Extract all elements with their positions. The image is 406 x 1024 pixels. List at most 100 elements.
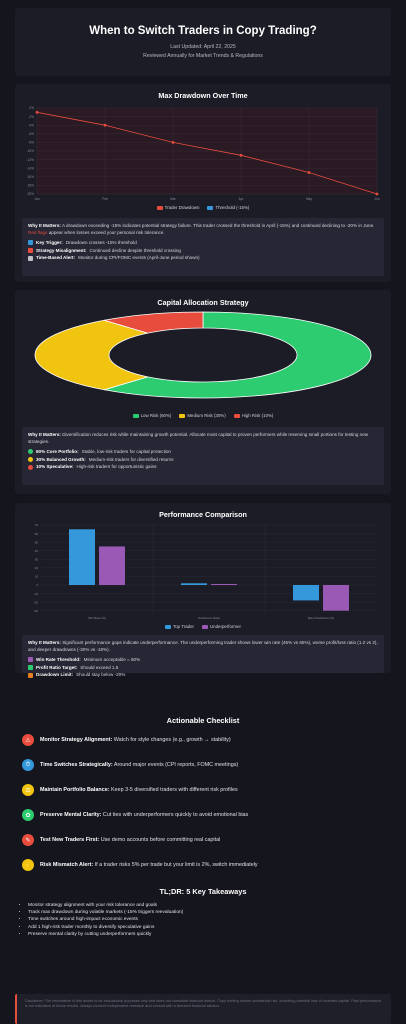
drawdown-notes: Key Trigger: Drawdown crosses -15% thresh… [28,239,378,262]
note-text: Minimum acceptable = 50% [83,657,141,663]
y-tick-label: 30 [35,557,39,561]
bar [323,585,349,611]
target-icon [28,657,33,663]
allocation-why-box: Why It Matters: Diversification reduces … [22,427,384,485]
y-tick-label: -18% [27,184,35,188]
performance-card: Performance Comparison 70 60 50 40 30 20 10 0 -1… [15,503,391,678]
tldr-list: Monitor strategy alignment with your ris… [22,902,382,938]
alert-icon: ⚡ [22,859,34,871]
brain-icon: ✿ [22,809,34,821]
tldr-item: Preserve mental clarity by cutting under… [28,931,382,938]
balance-icon: ⚖ [22,784,34,796]
warning-icon: ⚠ [22,734,34,746]
bar [181,583,207,585]
note-text: Monitor during CPI/FOMC events (April-Ju… [78,255,200,261]
y-tick-label: -20 [34,600,39,604]
checklist-item: ⏱ Time Switches Strategically: Around maj… [22,759,382,771]
tldr-item: Track max drawdown during volatile marke… [28,909,382,916]
checklist-label: Test New Traders First: [40,837,100,843]
y-tick-label: -16% [27,175,35,179]
last-updated: Last Updated: April 22, 2025 [170,44,236,50]
y-tick-label: -6% [28,132,34,136]
data-point [375,192,379,196]
bar [293,585,319,601]
y-tick-label: -14% [27,166,35,170]
note-label: Strategy Misalignment: [36,247,87,253]
data-point [239,153,243,157]
allocation-why-text: Why It Matters: Diversification reduces … [28,432,369,444]
drawdown-why-text: Why It Matters: A drawdown exceeding -15… [28,223,375,235]
y-tick-label: -12% [27,158,35,162]
note-label: Profit Ratio Target: [36,664,78,670]
x-tick-label: Max Drawdown (%) [308,616,334,620]
note-text: Medium-risk traders for diversified retu… [88,456,174,462]
note-label: 60% Core Portfolio: [36,449,79,455]
performance-legend: Top Trader Underperformer [15,624,391,629]
checklist-title: Actionable Checklist [166,716,240,725]
note-item: Profit Ratio Target: Should exceed 1.5 [28,664,378,672]
y-tick-label: -10 [34,592,39,596]
bar [211,583,237,585]
note-text: Should stay below -20% [76,672,126,678]
y-tick-label: 10 [35,575,39,579]
allocation-chart [34,311,372,399]
slice-high-risk [104,311,204,334]
note-item: Strategy Misalignment: Continued decline … [28,247,378,255]
performance-why-text: Why It Matters: Significant performance … [28,640,378,652]
checklist-text: Use demo accounts before committing real… [99,837,221,843]
drawdown-legend: Trader Drawdown Threshold (-15%) [15,205,391,210]
down-arrow-icon [28,672,33,678]
y-tick-label: 60 [35,532,39,536]
legend-trader-drawdown: Trader Drawdown [156,205,199,210]
tldr-item: Monitor strategy alignment with your ris… [28,902,382,909]
bar [69,529,95,585]
legend-underperformer: Underperformer [202,624,241,629]
y-tick-label: 0% [29,106,34,110]
note-label: Time-Based Alert: [36,255,76,261]
data-point [103,123,107,127]
note-item: Time-Based Alert: Monitor during CPI/FOMC… [28,254,378,262]
y-tick-label: -2% [28,115,34,119]
checklist-item: ✿ Preserve Mental Clarity: Cut ties with … [22,809,382,821]
y-tick-label: -30 [34,609,39,613]
tldr-item: Add 1 high-risk trader monthly to divers… [28,924,382,931]
checklist-text: Keep 3-5 diversified traders with differ… [109,787,238,793]
y-tick-label: 40 [35,549,39,553]
checklist-item: ⚖ Maintain Portfolio Balance: Keep 3-5 di… [22,784,382,796]
tldr-item: Time switches around high-impact economi… [28,916,382,923]
note-item: Drawdown Limit: Should stay below -20% [28,671,378,679]
performance-why-box: Why It Matters: Significant performance … [22,635,384,678]
performance-chart: 70 60 50 40 30 20 10 0 -10 -20 -30 Win Rate (%) Prof… [34,523,377,620]
y-tick-label: -4% [28,123,34,127]
legend-threshold: Threshold (-15%) [207,205,249,210]
note-item: Win Rate Threshold: Minimum acceptable = … [28,656,378,664]
drawdown-card: Max Drawdown Over Time 0% -2% -4% -6% -8% -10… [15,84,391,282]
checklist-label: Preserve Mental Clarity: [40,812,102,818]
y-tick-label: 20 [35,566,39,570]
legend-top-trader: Top Trader [165,624,194,629]
red-dot-icon [28,464,33,470]
checklist-text: Watch for style changes (e.g., growth → … [112,737,231,743]
checklist-item: ⚡ Risk Mismatch Alert: If a trader risks … [22,859,382,871]
y-tick-label: 70 [35,523,39,527]
data-point [171,141,175,144]
drawdown-title: Max Drawdown Over Time [158,91,248,100]
test-tube-icon: ✎ [22,834,34,846]
checklist-label: Risk Mismatch Alert: [40,862,94,868]
note-text: Drawdown crosses -15% threshold [65,240,137,246]
x-tick-label: Apr [239,197,245,201]
data-point [307,171,311,174]
x-tick-label: Profit/Loss Ratio [198,616,220,620]
x-tick-label: Feb [102,197,108,201]
note-text: Stable, low-risk traders for capital pro… [81,449,171,455]
drawdown-why-box: Why It Matters: A drawdown exceeding -15… [22,218,384,276]
clock-icon: ⏱ [22,759,34,771]
checklist-text: Around major events (CPI reports, FOMC m… [112,762,239,768]
x-tick-label: May [306,197,312,201]
clock-icon [28,255,33,261]
performance-title: Performance Comparison [159,510,247,519]
tldr-title: TL;DR: 5 Key Takeaways [159,887,247,896]
drawdown-chart: 0% -2% -4% -6% -8% -10% -12% -14% -16% -18% -20%Ja… [27,106,380,201]
checklist-label: Maintain Portfolio Balance: [40,787,110,793]
note-text: High-risk traders for opportunistic gain… [76,464,157,470]
